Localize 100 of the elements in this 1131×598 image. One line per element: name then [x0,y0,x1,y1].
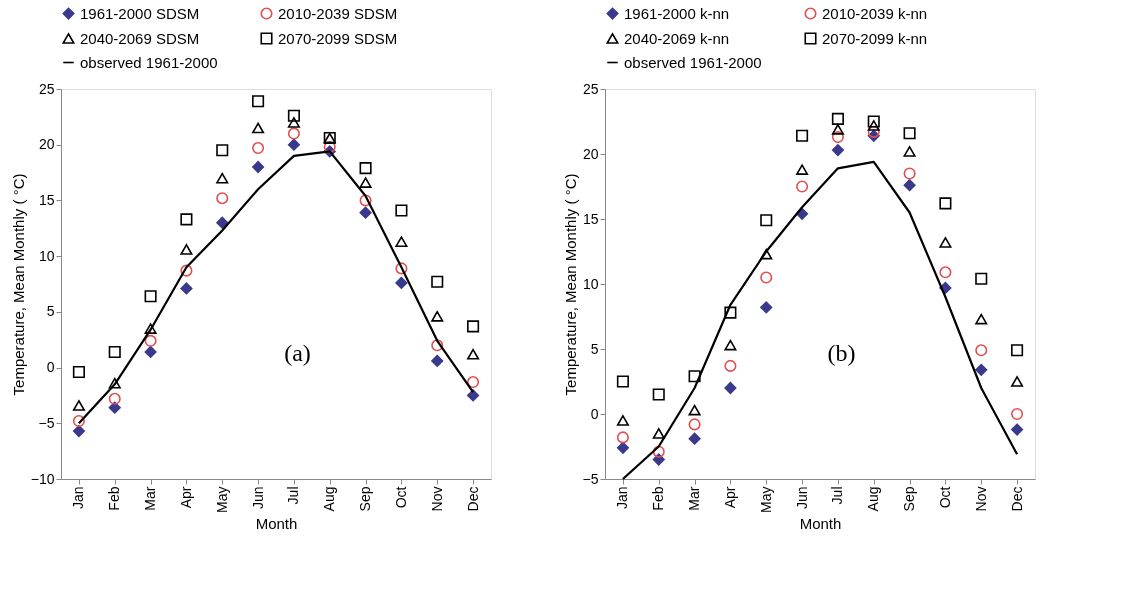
point [616,441,629,454]
point [939,237,952,248]
point [287,127,300,140]
x-tick-label: Feb [650,486,667,511]
point [216,144,229,157]
y-tick-label: 25 [582,80,599,97]
x-tick-label: Jun [249,486,266,510]
point [831,131,844,144]
y-tick-label: 0 [590,405,599,422]
y-tick-label: 15 [582,210,599,227]
point [903,167,916,180]
point [431,339,444,352]
point [760,214,773,227]
point [796,164,809,175]
y-tick-label: 20 [582,145,599,162]
point [467,389,480,402]
point [144,290,157,303]
point [431,310,444,322]
point [144,345,157,359]
point [688,432,701,445]
point [616,431,629,444]
point [180,282,193,295]
annotation: (a) [284,340,311,367]
point [287,109,300,122]
point [1011,423,1024,436]
point [724,381,737,395]
point [467,348,480,360]
point [180,264,193,277]
point [831,112,844,125]
point [359,162,372,175]
annotation: (b) [827,340,856,367]
x-tick-label: Mar [142,486,159,511]
x-tick-label: Nov [428,486,445,512]
x-tick-label: Oct [936,486,953,509]
y-tick-label: 15 [38,191,55,208]
point [467,320,480,333]
x-axis-title: Month [255,514,298,532]
point [216,172,229,184]
legend-label: 2040-2069 k-nn [624,29,730,47]
point [831,144,844,157]
point [108,401,121,414]
legend-label: 1961-2000 k-nn [624,4,730,22]
point [395,262,408,275]
point [760,248,773,260]
x-tick-label: Jul [829,486,846,505]
point [616,415,629,426]
point [903,179,916,192]
point [395,204,408,217]
point [216,216,229,229]
y-tick-label: 10 [38,247,55,264]
point [616,375,629,388]
point [180,213,193,226]
point [287,138,300,151]
point [975,344,988,357]
y-tick-label: 0 [46,359,55,376]
point [108,392,121,405]
point [144,334,157,347]
point [652,388,665,401]
x-tick-label: Jul [285,486,302,505]
point [688,370,701,383]
x-tick-label: Aug [865,486,882,512]
point [72,365,85,379]
x-tick-label: Nov [972,486,989,512]
point [724,306,737,319]
y-tick-label: −10 [30,470,55,487]
y-tick-label: 20 [38,136,55,153]
x-tick-label: Jun [793,486,810,510]
point [831,123,844,135]
point [252,122,265,134]
y-tick-label: 5 [590,340,599,357]
point [323,140,336,153]
x-tick-label: Apr [721,486,738,509]
y-tick-label: 25 [38,80,55,97]
point [688,418,701,431]
point [180,244,193,255]
point [144,323,157,334]
x-axis-title: Month [799,514,842,532]
y-tick-label: 10 [582,275,599,292]
x-tick-label: Jan [70,486,87,510]
x-tick-label: Oct [392,486,409,509]
point [1011,376,1024,387]
legend-label: 2070-2099 k-nn [822,29,928,47]
legend-label: 2010-2039 SDSM [278,4,398,22]
point [796,129,809,142]
point [395,276,408,289]
point [108,377,121,389]
point [975,363,988,376]
legend-label: 2040-2069 SDSM [80,29,200,47]
point [975,272,988,285]
point [252,95,265,108]
legend-label: 2010-2039 k-nn [822,4,928,22]
legend-label: 2070-2099 SDSM [278,29,398,47]
point [395,236,408,247]
legend-label: observed 1961-2000 [624,53,762,71]
point [359,206,372,219]
x-tick-label: Aug [321,486,338,512]
point [903,146,916,157]
point [72,400,85,411]
point [72,425,85,438]
point [1011,407,1024,421]
